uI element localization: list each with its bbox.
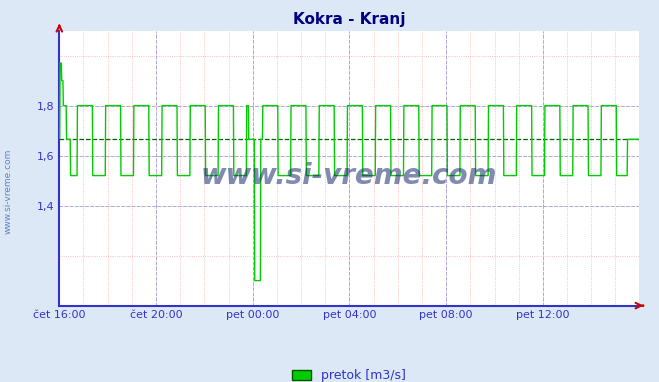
Legend: pretok [m3/s]: pretok [m3/s]: [287, 364, 411, 382]
Text: www.si-vreme.com: www.si-vreme.com: [4, 148, 13, 234]
Text: www.si-vreme.com: www.si-vreme.com: [201, 162, 498, 190]
Title: Kokra - Kranj: Kokra - Kranj: [293, 11, 405, 27]
